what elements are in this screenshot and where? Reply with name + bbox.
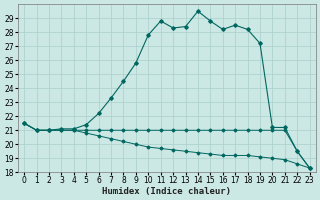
X-axis label: Humidex (Indice chaleur): Humidex (Indice chaleur) — [102, 187, 231, 196]
